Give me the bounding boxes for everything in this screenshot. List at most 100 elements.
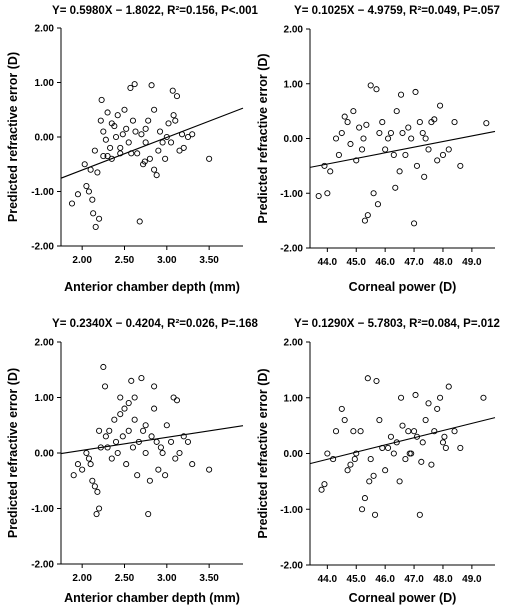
data-point [119, 433, 126, 440]
data-point [89, 477, 96, 484]
data-point [104, 444, 111, 451]
x-tick-label: 47.0 [404, 257, 424, 268]
data-point [363, 121, 370, 128]
y-tick-label: 0.00 [35, 133, 55, 144]
data-point [364, 212, 371, 219]
data-point [104, 153, 111, 160]
data-point [434, 405, 441, 412]
data-point [431, 116, 438, 123]
data-point [112, 133, 120, 141]
data-point [142, 422, 149, 429]
x-tick-label: 3.50 [199, 255, 219, 266]
data-point [173, 397, 181, 404]
data-point [434, 157, 441, 164]
data-point [96, 505, 103, 512]
data-point [341, 113, 348, 120]
data-point [162, 472, 169, 479]
data-point [108, 155, 115, 162]
data-point [347, 140, 354, 148]
data-point [131, 416, 138, 423]
data-point [91, 483, 98, 490]
data-point [79, 466, 86, 473]
x-axis-label: Corneal power (D) [349, 280, 457, 294]
y-tick-label: -1.00 [280, 189, 303, 200]
y-tick-label: -2.00 [280, 244, 303, 255]
data-point [373, 86, 380, 93]
data-point [68, 200, 76, 207]
data-point [106, 427, 113, 434]
data-point [100, 363, 107, 371]
data-point [142, 139, 149, 146]
data-point [156, 128, 164, 135]
data-point [167, 438, 175, 445]
chart-panel-3: Y= 0.2340X − 0.4204, R²=0.026, P=.168 2.0… [6, 318, 259, 605]
data-point [92, 223, 99, 230]
y-tick-label: 0.00 [284, 134, 304, 145]
data-point [74, 191, 81, 198]
data-point [123, 125, 130, 132]
data-point [117, 394, 124, 401]
y-tick-label: 0.00 [35, 449, 55, 460]
data-point [163, 422, 170, 429]
data-point [155, 147, 162, 154]
x-tick-label: 44.0 [318, 574, 338, 585]
data-point [131, 394, 138, 401]
data-point [153, 172, 160, 179]
data-point [189, 461, 196, 468]
y-axis-label: Predicted refractive error (D) [256, 53, 270, 223]
data-point [341, 416, 348, 424]
data-point [419, 439, 426, 446]
data-point [125, 427, 132, 434]
data-point [83, 449, 90, 457]
data-point [104, 109, 111, 116]
data-point [441, 433, 448, 440]
data-point [70, 472, 77, 479]
x-tick-label: 2.50 [115, 573, 135, 584]
data-point [374, 201, 381, 208]
data-point [151, 383, 158, 390]
data-point [412, 391, 419, 399]
data-point [338, 129, 345, 137]
data-point [138, 375, 145, 382]
data-point [83, 182, 90, 190]
data-point [129, 117, 137, 124]
data-point [457, 444, 464, 451]
data-point [421, 173, 428, 180]
data-point [176, 449, 183, 457]
data-point [338, 405, 345, 412]
x-tick-label: 3.50 [199, 573, 219, 584]
data-point [159, 139, 166, 146]
data-point [398, 91, 405, 98]
data-point [439, 151, 447, 158]
data-point [146, 477, 153, 484]
data-point [356, 124, 363, 131]
x-tick-label: 45.0 [347, 574, 367, 585]
data-point [361, 495, 368, 502]
chart-panel-1: Y= 0.5980X − 1.8022, R²=0.156, P<.001 2.0… [6, 5, 259, 294]
x-tick-label: 45.0 [347, 257, 367, 268]
data-point [353, 450, 360, 457]
data-point [357, 428, 364, 435]
data-point [358, 146, 366, 153]
data-point [101, 383, 109, 390]
data-point [151, 166, 158, 173]
data-point [405, 428, 412, 435]
y-tick-label: -1.00 [31, 504, 54, 515]
data-point [371, 511, 379, 518]
chart-title: Y= 0.1290X − 5.7803, R²=0.084, P=.012 [294, 318, 500, 330]
data-point [393, 108, 400, 115]
x-tick-label: 49.0 [462, 574, 482, 585]
data-point [332, 428, 340, 435]
data-point [350, 428, 357, 435]
data-point [445, 146, 452, 153]
data-point [127, 84, 134, 91]
data-point [153, 438, 160, 445]
data-point [382, 146, 389, 153]
y-tick-label: -2.00 [31, 242, 54, 253]
data-point [332, 135, 340, 142]
data-point [87, 461, 94, 468]
data-point [142, 125, 149, 132]
data-point [165, 120, 172, 127]
data-point [379, 119, 386, 126]
x-tick-label: 3.00 [157, 573, 177, 584]
